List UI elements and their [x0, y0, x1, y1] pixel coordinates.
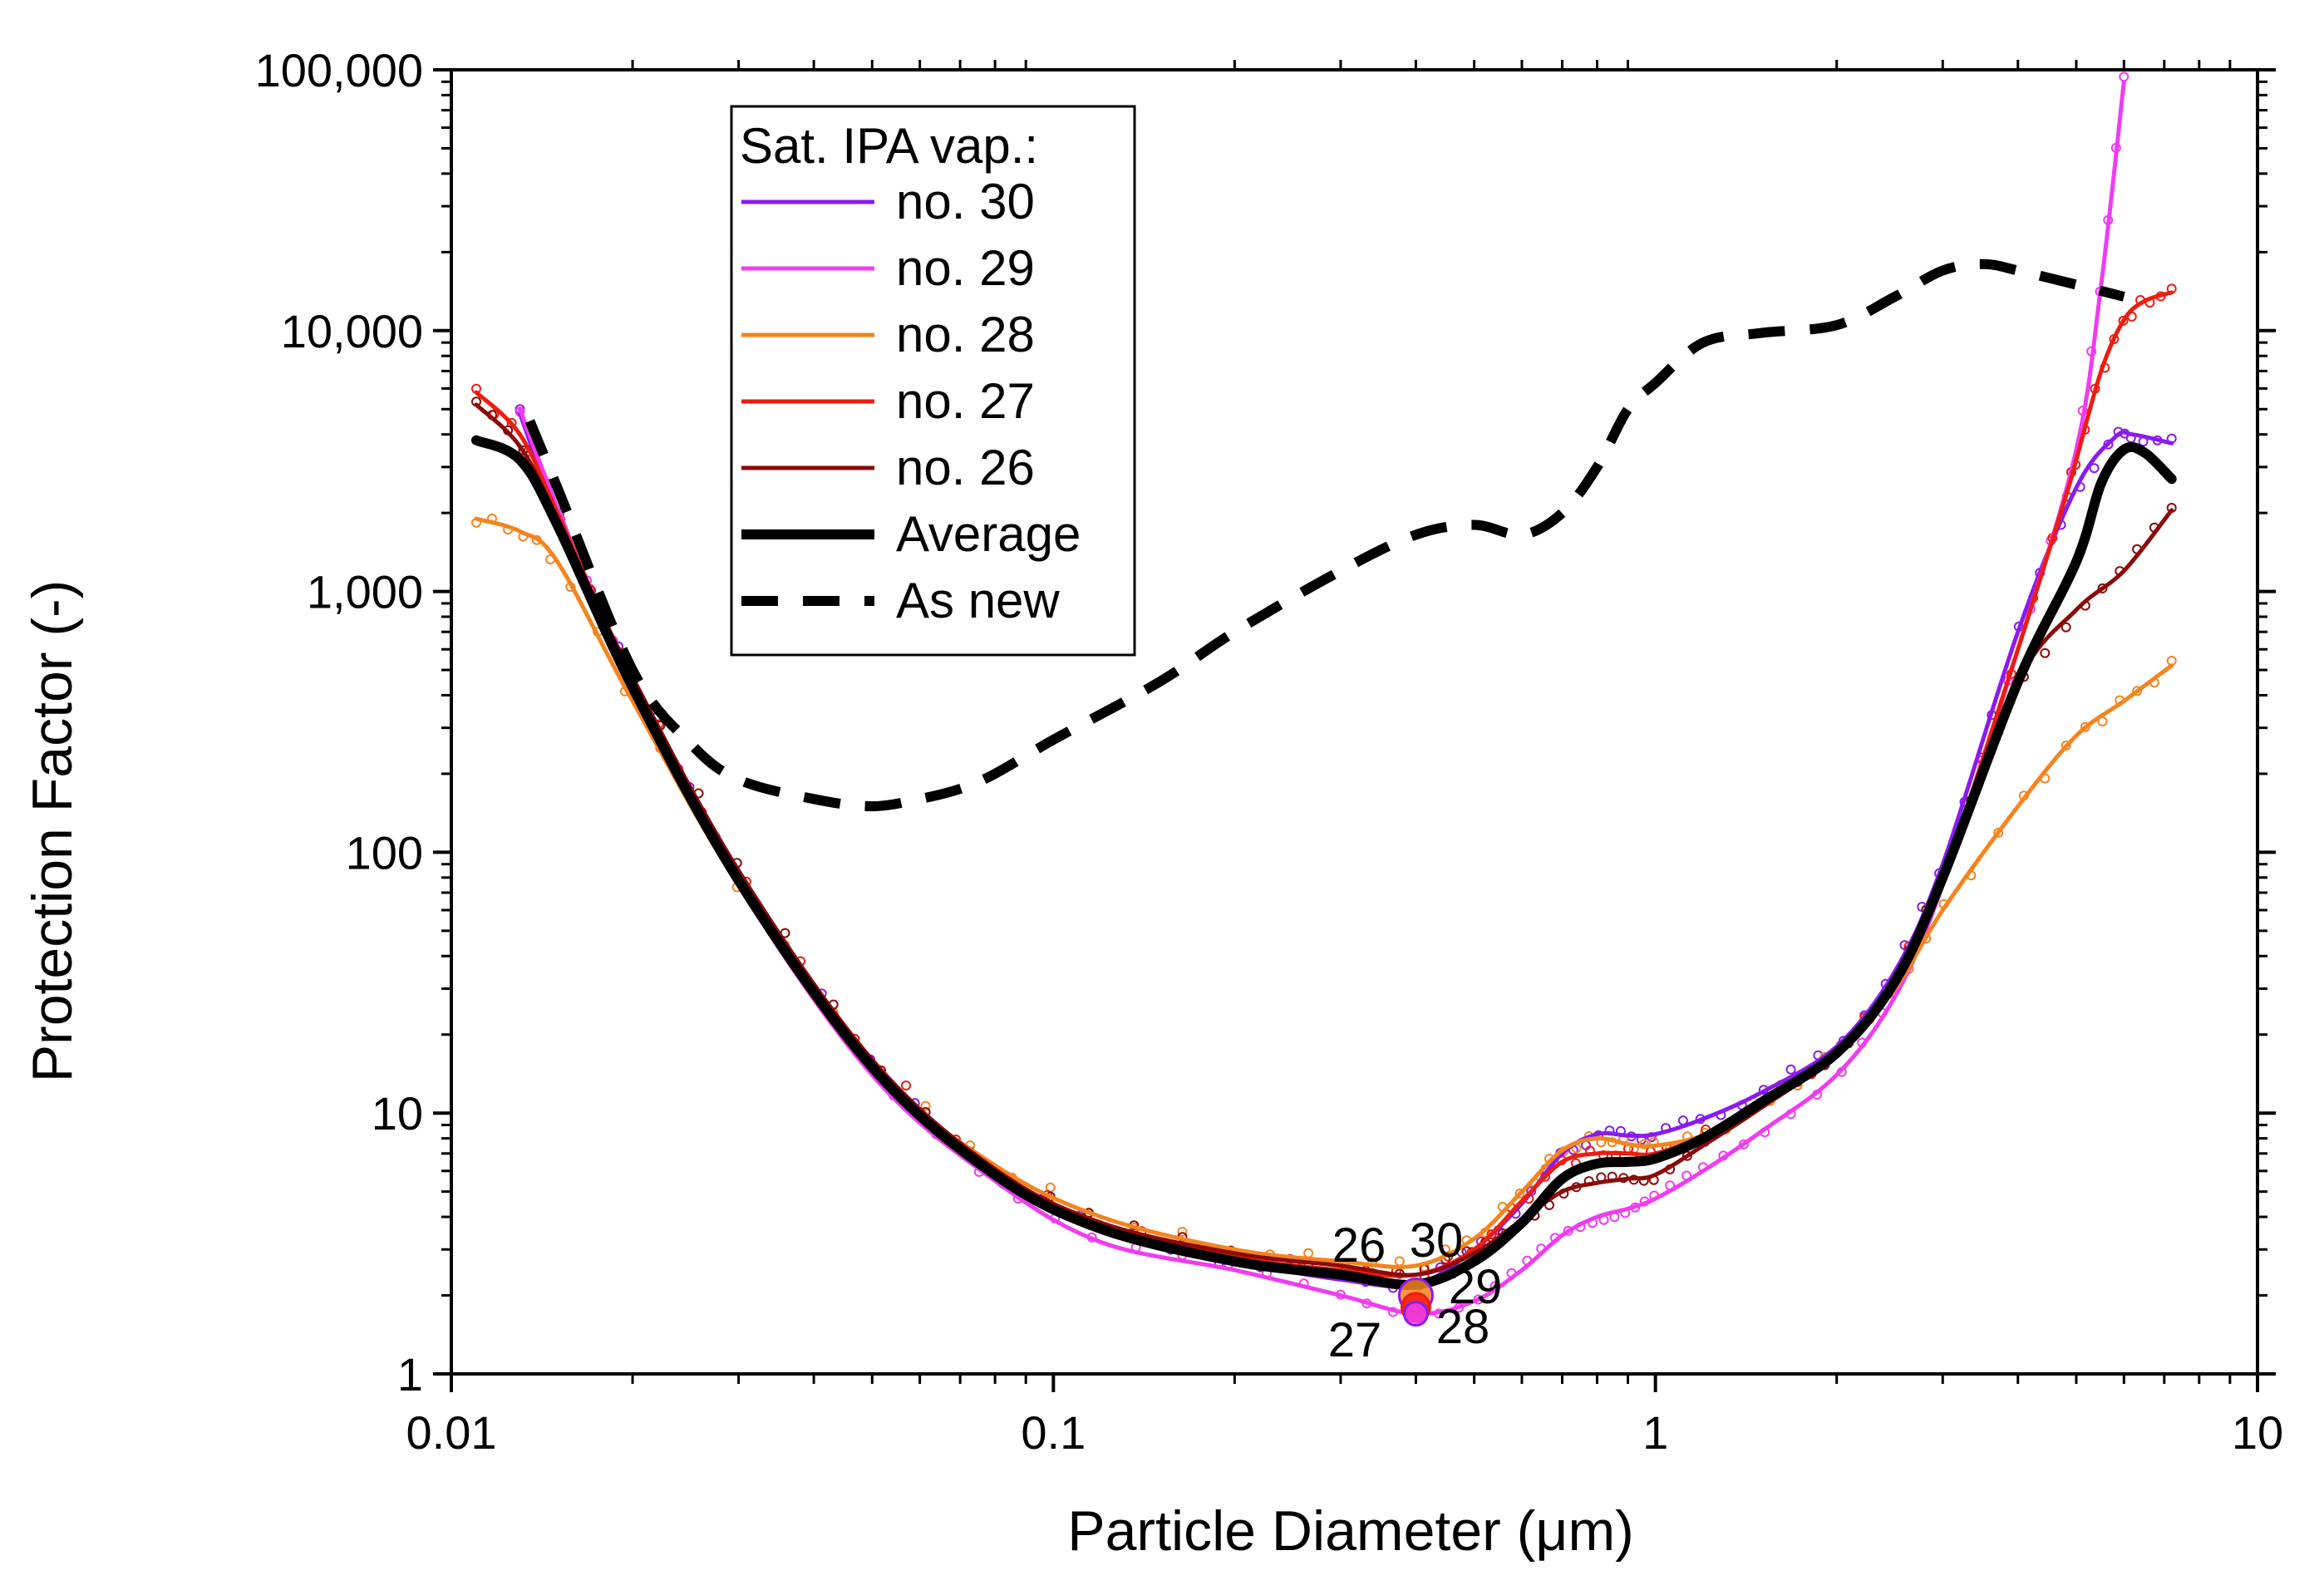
- legend-label-no-26: no. 26: [896, 440, 1035, 495]
- x-tick-label: 0.01: [406, 1406, 497, 1459]
- raw-data-marker: [1785, 1064, 1796, 1075]
- raw-data-marker: [2097, 583, 2108, 593]
- highlight-marker: [1402, 1301, 1429, 1327]
- y-tick-label: 1,000: [307, 566, 423, 618]
- annotation-label-26: 26: [1332, 1218, 1386, 1272]
- y-tick-label: 1: [397, 1348, 423, 1400]
- legend-label-no-27: no. 27: [896, 373, 1035, 429]
- raw-data-marker: [1486, 1229, 1497, 1239]
- legend-label-no-28: no. 28: [896, 307, 1035, 362]
- legend-label-average: Average: [896, 506, 1081, 562]
- x-tick-label: 1: [1642, 1406, 1668, 1459]
- raw-data-marker: [1177, 1227, 1188, 1237]
- legend-label-no-29: no. 29: [896, 240, 1035, 296]
- series-line-average[interactable]: [471, 435, 2177, 1290]
- legend-title: Sat. IPA vap.:: [740, 118, 1038, 174]
- legend-label-no-30: no. 30: [896, 174, 1035, 229]
- y-tick-label: 100,000: [255, 44, 423, 96]
- raw-data-marker: [2040, 647, 2051, 658]
- raw-data-marker: [2061, 741, 2071, 751]
- y-axis-title: Protection Factor (-): [21, 580, 84, 1083]
- plot-area: [471, 71, 2177, 1323]
- x-tick-label: 0.1: [1021, 1406, 1086, 1459]
- raw-data-marker: [1993, 827, 2004, 838]
- raw-data-marker: [2103, 439, 2114, 450]
- y-tick-label: 10: [372, 1087, 423, 1140]
- raw-data-marker: [2089, 463, 2100, 474]
- raw-data-marker: [1514, 1189, 1525, 1199]
- series-line-as-new[interactable]: [524, 258, 2125, 812]
- raw-data-marker: [920, 1100, 931, 1111]
- raw-data-marker: [1681, 1150, 1692, 1161]
- y-tick-label: 10,000: [281, 305, 423, 357]
- plot-frame: [450, 68, 2259, 1376]
- legend-label-as-new: As new: [896, 573, 1060, 628]
- raw-data-marker: [2061, 622, 2071, 633]
- x-axis-title: Particle Diameter (μm): [1067, 1499, 1634, 1563]
- y-tick-label: 100: [346, 826, 423, 879]
- annotation-label-28: 28: [1436, 1300, 1490, 1354]
- raw-data-marker: [2132, 686, 2143, 697]
- annotation-label-27: 27: [1328, 1313, 1382, 1367]
- legend-box: [730, 105, 1136, 657]
- raw-data-marker: [2080, 721, 2090, 732]
- raw-data-marker: [901, 1081, 911, 1090]
- annotation-label-30: 30: [1410, 1213, 1464, 1268]
- x-tick-label: 10: [2232, 1406, 2283, 1459]
- annotation-label-29: 29: [1449, 1260, 1503, 1314]
